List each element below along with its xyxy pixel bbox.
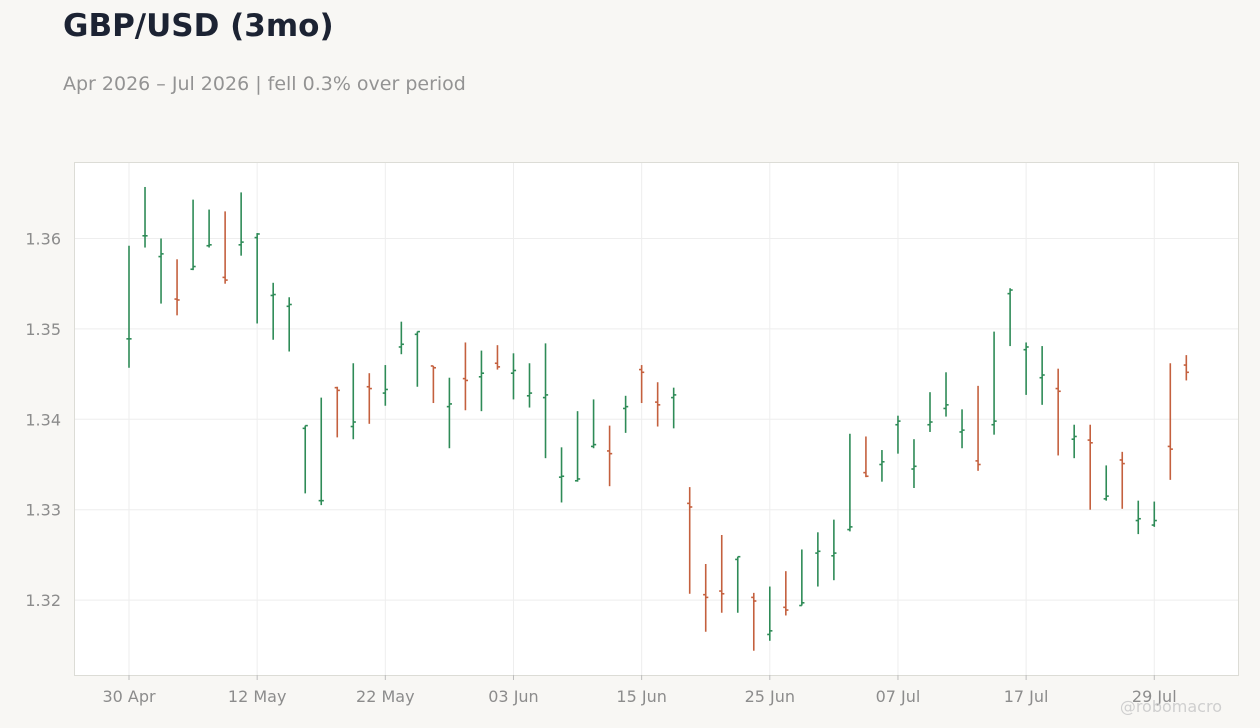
- ohlc-bar: [478, 350, 485, 412]
- ohlc-bar: [943, 372, 949, 417]
- ohlc-bar: [1151, 501, 1157, 527]
- ohlc-bar: [1119, 451, 1125, 509]
- ohlc-bar: [302, 424, 308, 494]
- ohlc-bar: [1039, 346, 1045, 405]
- ohlc-bar: [174, 259, 180, 316]
- ohlc-bar: [687, 487, 693, 594]
- ohlc-bar: [703, 563, 709, 632]
- ohlc-bar: [1023, 342, 1029, 395]
- x-tick-label: 12 May: [228, 687, 287, 706]
- ohlc-bar: [799, 549, 805, 607]
- ohlc-bar: [879, 450, 885, 482]
- x-tick-label: 15 Jun: [616, 687, 666, 706]
- x-tick-label: 25 Jun: [745, 687, 795, 706]
- ohlc-bar: [366, 373, 372, 424]
- x-tick-label: 03 Jun: [488, 687, 538, 706]
- ohlc-bar: [238, 192, 244, 256]
- ohlc-bar: [911, 439, 917, 489]
- ohlc-bar: [206, 209, 212, 248]
- ohlc-bar: [494, 345, 501, 370]
- ohlc-bar: [526, 363, 533, 408]
- ohlc-bar: [1007, 288, 1013, 347]
- ohlc-bar: [895, 415, 901, 454]
- ohlc-bar: [671, 387, 677, 429]
- ohlc-bar: [1071, 424, 1077, 459]
- ohlc-bar: [142, 186, 148, 248]
- watermark: @robomacro: [1119, 697, 1222, 716]
- ohlc-bar: [719, 535, 725, 613]
- ohlc-bar: [767, 586, 773, 641]
- ohlc-bar: [430, 365, 436, 404]
- ohlc-bar: [270, 282, 276, 340]
- ohlc-bar: [1135, 500, 1141, 535]
- ohlc-bar: [126, 245, 132, 368]
- ohlc-bar: [783, 571, 789, 616]
- x-tick-label: 29 Jul: [1132, 687, 1177, 706]
- ohlc-bar: [751, 592, 757, 651]
- ohlc-bar: [863, 436, 869, 478]
- ohlc-bar: [735, 555, 741, 613]
- ohlc-bar: [1103, 465, 1109, 501]
- ohlc-bar: [975, 385, 981, 471]
- x-tick-label: 17 Jul: [1004, 687, 1049, 706]
- ohlc-bar: [927, 392, 933, 432]
- ohlc-bar: [558, 447, 565, 503]
- ohlc-bar: [190, 199, 196, 271]
- ohlc-bar: [382, 365, 388, 406]
- ohlc-bar: [1183, 355, 1189, 381]
- x-tick-label: 22 May: [356, 687, 415, 706]
- chart-title: GBP/USD (3mo): [63, 8, 334, 44]
- grid-lines: [75, 163, 1238, 675]
- ohlc-bar: [1087, 424, 1093, 510]
- y-tick-label: 1.34: [25, 410, 61, 429]
- ohlc-bar: [847, 433, 853, 532]
- ohlc-bar: [414, 330, 420, 387]
- ohlc-bar: [590, 399, 597, 449]
- ohlc-bar: [639, 365, 645, 404]
- ohlc-bar: [158, 238, 164, 304]
- ohlc-bar: [446, 377, 452, 449]
- ohlc-bar: [350, 363, 356, 440]
- y-tick-label: 1.33: [25, 501, 61, 520]
- chart-subtitle: Apr 2026 – Jul 2026 | fell 0.3% over per…: [63, 73, 466, 95]
- y-tick-label: 1.35: [25, 320, 61, 339]
- y-axis: 1.32 1.33 1.34 1.35 1.36: [25, 230, 61, 611]
- ohlc-bar: [623, 395, 629, 433]
- ohlc-bar: [815, 532, 821, 587]
- ohlc-bar: [462, 342, 469, 411]
- ohlc-bar: [1167, 363, 1173, 480]
- ohlc-bar: [1055, 368, 1061, 456]
- ohlc-bar: [254, 233, 260, 324]
- y-tick-label: 1.32: [25, 591, 61, 610]
- x-tick-label: 07 Jul: [876, 687, 921, 706]
- x-tick-label: 30 Apr: [102, 687, 156, 706]
- ohlc-bar: [655, 382, 661, 427]
- ohlc-bar: [959, 409, 965, 449]
- ohlc-bar: [991, 331, 997, 435]
- ohlc-bar: [510, 353, 517, 400]
- y-tick-label: 1.36: [25, 230, 61, 249]
- ohlc-bar: [286, 297, 292, 352]
- ohlc-bar: [222, 211, 228, 284]
- ohlc-bar: [831, 519, 837, 581]
- x-axis: 30 Apr 12 May 22 May 03 Jun 15 Jun 25 Jun 07 J…: [102, 675, 1177, 706]
- ohlc-bar: [318, 397, 324, 506]
- ohlc-bar: [574, 411, 581, 482]
- ohlc-bar: [398, 321, 404, 355]
- ohlc-bar: [607, 425, 613, 487]
- ohlc-bars: [126, 186, 1189, 651]
- ohlc-bar: [542, 343, 549, 459]
- ohlc-bar: [334, 386, 340, 438]
